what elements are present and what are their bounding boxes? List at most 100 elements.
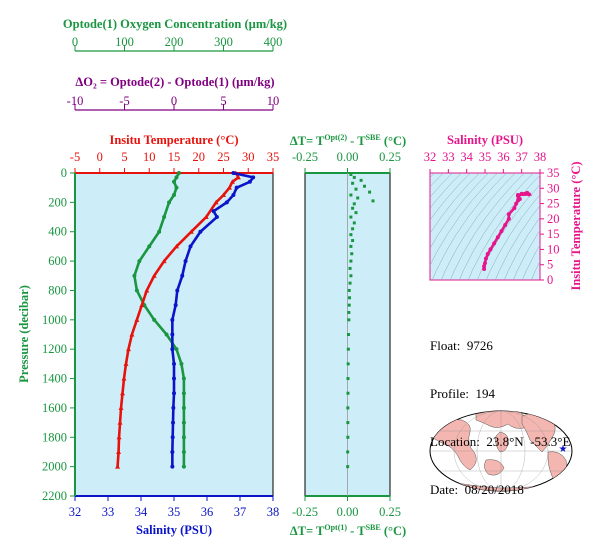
oxygen-point [174,347,179,352]
oxygen-point [181,391,186,396]
salinity-tick-label: 36 [201,505,214,519]
delta-t-point [354,211,358,215]
date-row: Date: 08/20/2018 [430,482,524,497]
delta-t-point [346,406,350,410]
oxygen-point [174,175,179,180]
oxygen-point [181,376,186,381]
salinity-point [251,175,256,180]
map-graticule [430,411,572,491]
delta-t-top-label: ΔT= TOpt(2) - TSBE (°C) [290,133,406,148]
isopycnal-line [430,173,471,221]
oxygen-point [137,259,142,264]
ts-point [514,201,519,206]
ts-y-tick-label: 30 [547,181,560,195]
temperature-point [161,258,167,264]
delta-t-point [356,196,360,200]
profile-row: Profile: 194 [430,386,495,401]
oxygen-point [152,317,157,322]
salinity-tick-label: 33 [102,505,115,519]
salinity-tick-label: 34 [135,505,148,519]
delta-t-point [348,266,352,270]
isopycnal-line [476,184,540,280]
salinity-tick-label: 38 [267,505,280,519]
ts-x-tick-label: 36 [497,150,510,164]
oxygen-point [132,273,137,278]
delta-t-point [347,288,351,292]
delta-t-point [354,187,358,191]
ts-panel: Salinity (PSU) Insitu Temperature (°C) 3… [424,133,583,291]
temperature-point [125,346,131,352]
temperature-point [117,420,123,425]
delta-o2-tick-label: -5 [119,94,129,108]
salinity-point [234,185,239,190]
ts-point [482,264,487,269]
temperature-point [139,302,145,308]
salinity-point [172,361,176,366]
oxygen-axis-label: Optode(1) Oxygen Concentration (µm/kg) [63,17,287,31]
salinity-point [180,273,185,278]
ts-x-tick-label: 35 [479,150,492,164]
ts-point [516,193,520,198]
isopycnal-line [430,173,489,249]
temperature-point [173,243,179,249]
delta-t-point [349,193,353,197]
delta-t-point [349,215,353,219]
oxygen-point [167,200,172,205]
oxygen-point [172,179,176,184]
delta-t-point [348,281,352,285]
delta-t-point [346,391,350,395]
delta-t-bottom-tick-label: 0.00 [337,505,359,519]
oxygen-point [181,420,186,425]
oxygen-tick-label: 0 [72,35,78,49]
ts-y-tick-label: 5 [547,258,553,272]
temperature-tick-label: 20 [193,150,206,164]
delta-t-point [347,303,351,307]
oxygen-point [157,229,162,234]
ts-point [506,212,511,217]
pressure-tick-label: 1200 [42,342,67,356]
delta-t-point [351,239,355,243]
ts-y-tick-label: 0 [547,273,553,287]
oxygen-point [181,435,186,440]
salinity-point [175,288,180,293]
salinity-point [170,449,175,454]
temperature-point [144,287,150,293]
salinity-tick-label: 35 [168,505,181,519]
salinity-point [211,209,216,214]
oxygen-tick-label: 100 [115,35,134,49]
delta-t-point [346,421,350,425]
isopycnal-line [503,216,540,280]
ts-point [519,191,524,196]
pressure-tick-label: 600 [48,254,67,268]
delta-t-bottom-label: ΔT= TOpt(1) - TSBE (°C) [290,523,406,538]
temperature-tick-label: 10 [143,150,156,164]
pressure-tick-label: 800 [48,283,67,297]
delta-o2-axis: ΔO₂ = Optode(2) - Optode(1) (µm/kg) -10 -… [67,75,279,111]
delta-t-point [346,435,350,439]
pressure-axis-label: Pressure (decibar) [17,285,31,383]
delta-t-point [346,362,350,366]
ts-x-tick-label: 33 [442,150,455,164]
temperature-tick-label: 35 [267,150,280,164]
salinity-point [171,405,176,410]
isopycnal-line [430,173,498,266]
delta-t-point [363,184,366,188]
salinity-point [171,420,176,425]
pressure-tick-label: 400 [48,225,67,239]
ts-point [483,256,488,261]
temperature-point [226,185,232,190]
temperature-point [151,273,157,278]
salinity-axis-label: Salinity (PSU) [136,523,212,537]
location-row: Location: 23.8°N -53.3°E [430,434,571,449]
oxygen-point [174,185,179,190]
isopycnal-line [467,174,540,280]
delta-t-point [351,181,355,185]
temperature-line [116,172,240,467]
ts-x-tick-label: 38 [534,150,547,164]
pressure-tick-label: 1800 [42,430,67,444]
delta-t-point [347,333,351,336]
salinity-point [214,215,219,220]
delta-t-point [349,244,353,248]
temperature-tick-label: 0 [97,150,103,164]
delta-t-point [347,318,351,322]
